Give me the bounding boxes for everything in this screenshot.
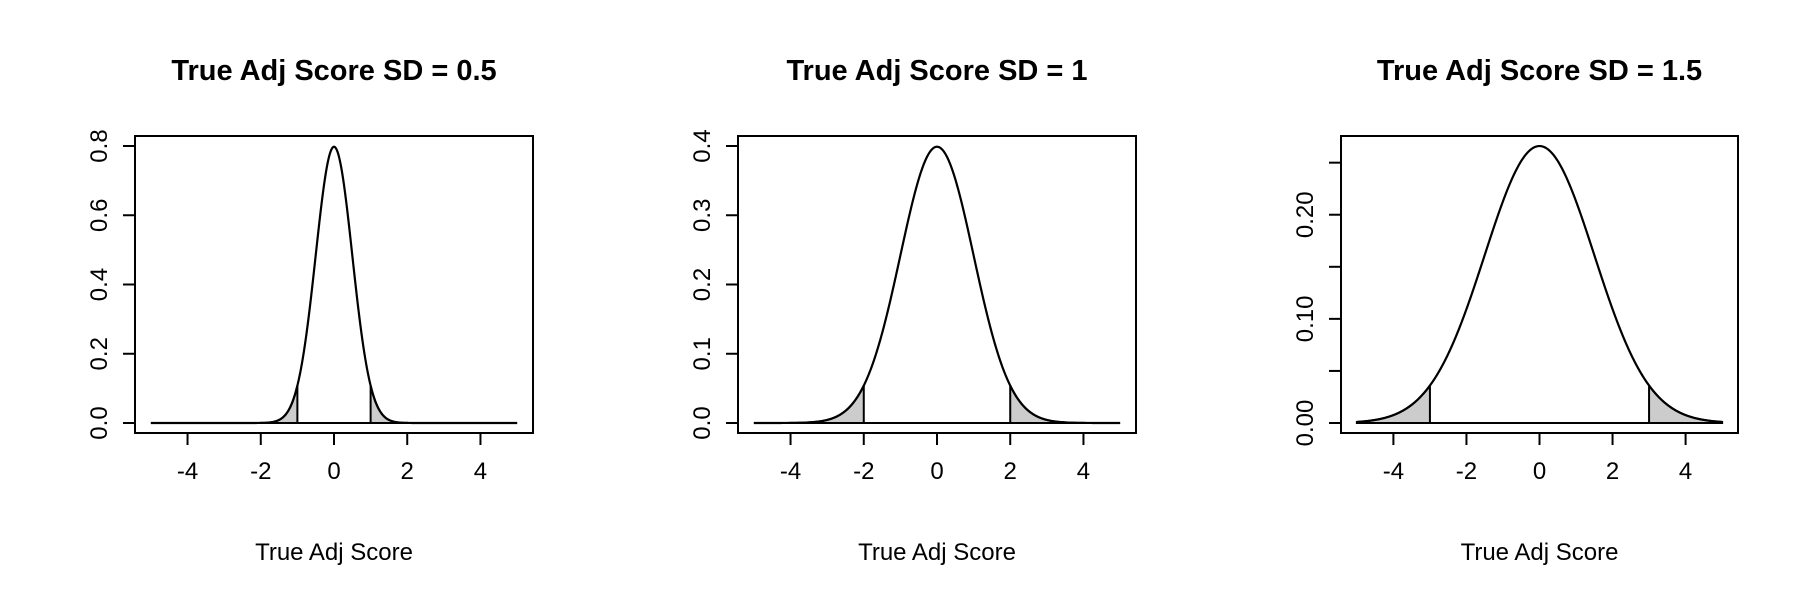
density-curve: [150, 145, 518, 425]
density-curve: [1356, 144, 1723, 424]
left-tail-area: [753, 385, 865, 424]
x-tick-label: 4: [474, 458, 487, 485]
y-tick-label: 0.00: [1292, 400, 1319, 447]
chart-title: True Adj Score SD = 1: [786, 55, 1087, 87]
right-tail-area: [1648, 382, 1724, 424]
y-tick-label: 0.0: [86, 406, 113, 439]
y-tick-label: 0.10: [1292, 296, 1319, 343]
x-tick-label: 0: [930, 458, 943, 485]
x-tick-label: 0: [327, 458, 340, 485]
x-tick-label: 2: [1004, 458, 1017, 485]
chart-title: True Adj Score SD = 1.5: [1377, 55, 1702, 87]
y-tick-label: 0.2: [689, 268, 716, 301]
left-tail-area: [1355, 382, 1431, 424]
chart-title: True Adj Score SD = 0.5: [171, 55, 496, 87]
plot-frame: [737, 135, 1137, 434]
x-tick-label: -4: [780, 458, 801, 485]
chart-panel-3: True Adj Score SD = 1.5 -4 -2 0 2 4 0.00 0.10 0.…: [1292, 55, 1739, 566]
right-tail-area: [369, 385, 518, 424]
y-tick-label: 0.3: [689, 199, 716, 232]
right-tail-area: [1009, 385, 1121, 424]
x-axis-label: True Adj Score: [1461, 539, 1619, 566]
density-curve: [753, 145, 1121, 425]
x-tick-label: 0: [1533, 458, 1546, 485]
plot-frame: [134, 135, 534, 434]
plot-frame: [1340, 135, 1739, 434]
y-tick-label: 0.0: [689, 406, 716, 439]
x-tick-label: 4: [1679, 458, 1692, 485]
x-axis-label: True Adj Score: [255, 539, 413, 566]
x-tick-label: -4: [1383, 458, 1404, 485]
x-tick-label: 2: [401, 458, 414, 485]
x-tick-label: -2: [853, 458, 874, 485]
y-tick-label: 0.4: [689, 129, 716, 162]
y-tick-label: 0.20: [1292, 191, 1319, 238]
x-axis-label: True Adj Score: [858, 539, 1016, 566]
chart-panel-2: True Adj Score SD = 1 -4 -2 0 2 4 0.0 0.1 0.2 0.3…: [689, 55, 1137, 566]
x-tick-label: -2: [1456, 458, 1477, 485]
x-tick-label: -4: [177, 458, 198, 485]
left-tail-area: [150, 385, 299, 424]
y-tick-label: 0.8: [86, 129, 113, 162]
y-tick-label: 0.4: [86, 268, 113, 301]
y-tick-label: 0.1: [689, 337, 716, 370]
y-tick-label: 0.2: [86, 337, 113, 370]
y-tick-label: 0.6: [86, 199, 113, 232]
x-tick-label: 4: [1077, 458, 1090, 485]
x-tick-label: 2: [1606, 458, 1619, 485]
x-tick-label: -2: [250, 458, 271, 485]
chart-panel-1: True Adj Score SD = 0.5 -4 -2 0 2 4 0.0 0.2 0.4 0…: [86, 55, 534, 566]
